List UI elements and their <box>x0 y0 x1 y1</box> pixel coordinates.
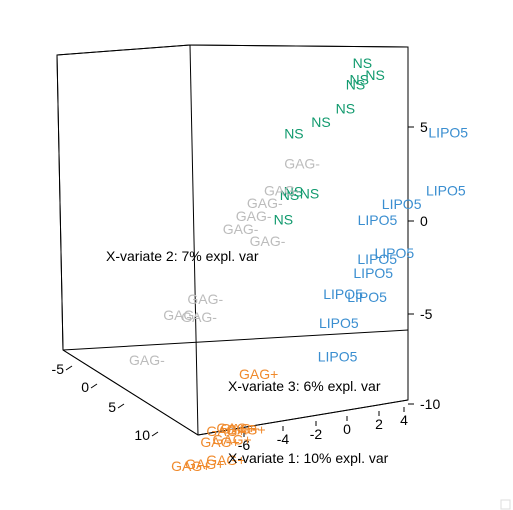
point-label-ns-6: NS <box>284 125 303 141</box>
x-axis-title: X-variate 1: 10% expl. var <box>228 450 389 466</box>
point-label-gagminus-8: GAG- <box>163 307 199 323</box>
box-back-face <box>56 44 409 436</box>
point-label-ns-7: NS <box>300 186 319 202</box>
x-tick-3-label: -2 <box>310 426 323 442</box>
box-top-back <box>189 44 409 48</box>
point-label-lipo5-10: LIPO5 <box>318 348 358 364</box>
point-label-gagplus-7: GAG+ <box>206 452 245 468</box>
point-label-gagminus-5: GAG- <box>250 233 286 249</box>
point-label-ns-4: NS <box>336 100 355 116</box>
z-tick-0-label: 5 <box>420 119 428 135</box>
z-tick-1-label: 0 <box>420 213 428 229</box>
x-tick-4-label: -4 <box>277 431 290 447</box>
point-label-lipo5-7: LIPO5 <box>347 289 387 305</box>
point-label-lipo5-3: LIPO5 <box>358 212 398 228</box>
y-tick-1-mark <box>90 383 98 389</box>
y-tick-3-label: 10 <box>134 427 150 443</box>
box-floor-front <box>62 349 199 436</box>
point-label-lipo5-0: LIPO5 <box>428 124 468 140</box>
axis-ticks: 5 0 -5 -10 -5 0 5 10 4 2 0 -2 -4 -6 <box>52 119 441 453</box>
y-tick-2-mark <box>117 403 125 409</box>
x-tick-5-label: -6 <box>238 437 251 453</box>
point-label-gagminus-1: GAG- <box>264 182 300 198</box>
point-label-ns-3: NS <box>346 76 365 92</box>
x-tick-1-label: 2 <box>375 416 383 432</box>
point-label-gagminus-4: GAG- <box>223 221 259 237</box>
point-label-gagplus-8: GAG+ <box>185 456 224 472</box>
box-back-edge-x <box>56 44 191 56</box>
point-label-gagminus-3: GAG- <box>236 208 272 224</box>
point-label-lipo5-1: LIPO5 <box>426 182 466 198</box>
point-label-gagplus-4: GAG+ <box>206 423 245 439</box>
point-label-gagminus-7: GAG- <box>181 309 217 325</box>
y-tick-3-mark <box>151 431 159 437</box>
box-front-vertical <box>189 44 199 436</box>
point-label-lipo5-9: LIPO5 <box>319 315 359 331</box>
point-label-ns-2: NS <box>350 71 369 87</box>
z-tick-2-label: -5 <box>420 306 433 322</box>
y-tick-0-label: -5 <box>52 361 65 377</box>
point-label-gagplus-2: GAG+ <box>220 421 259 437</box>
point-label-lipo5-6: LIPO5 <box>353 265 393 281</box>
y-tick-2-label: 5 <box>108 399 116 415</box>
point-label-gagminus-6: GAG- <box>187 291 223 307</box>
box-floor-right <box>197 399 409 436</box>
x-tick-2-label: 0 <box>343 421 351 437</box>
point-label-lipo5-8: LIPO5 <box>323 286 363 302</box>
point-label-gagplus-3: GAG+ <box>216 420 255 436</box>
point-label-gagplus-1: GAG+ <box>226 421 265 437</box>
point-label-ns-9: NS <box>280 187 299 203</box>
point-label-lipo5-2: LIPO5 <box>382 196 422 212</box>
z-tick-3-label: -10 <box>420 396 440 412</box>
point-label-ns-0: NS <box>353 55 372 71</box>
point-label-lipo5-5: LIPO5 <box>375 245 415 261</box>
point-label-gagplus-9: GAG+ <box>171 458 210 474</box>
box-left-vertical <box>56 54 64 351</box>
point-label-gagplus-6: GAG+ <box>200 434 239 450</box>
data-points: LIPO5LIPO5LIPO5LIPO5LIPO5LIPO5LIPO5LIPO5… <box>129 55 468 474</box>
z-axis-title: X-variate 3: 6% expl. var <box>228 378 381 394</box>
box-floor-back <box>62 329 409 351</box>
point-label-gagminus-2: GAG- <box>247 195 283 211</box>
point-label-gagminus-0: GAG- <box>284 156 320 172</box>
point-label-lipo5-4: LIPO5 <box>357 251 397 267</box>
y-axis-title: X-variate 2: 7% expl. var <box>106 248 259 264</box>
point-label-ns-1: NS <box>365 67 384 83</box>
point-label-gagplus-0: GAG+ <box>239 366 278 382</box>
x-tick-0-label: 4 <box>400 412 408 428</box>
point-label-ns-5: NS <box>311 114 330 130</box>
point-label-gagminus-9: GAG- <box>129 352 165 368</box>
corner-mark <box>500 499 511 510</box>
y-tick-1-label: 0 <box>81 379 89 395</box>
point-label-gagplus-5: GAG+ <box>212 432 251 448</box>
bounding-box <box>56 44 409 436</box>
point-label-ns-8: NS <box>284 184 303 200</box>
point-label-ns-10: NS <box>274 212 293 228</box>
y-tick-0-mark <box>65 365 73 371</box>
